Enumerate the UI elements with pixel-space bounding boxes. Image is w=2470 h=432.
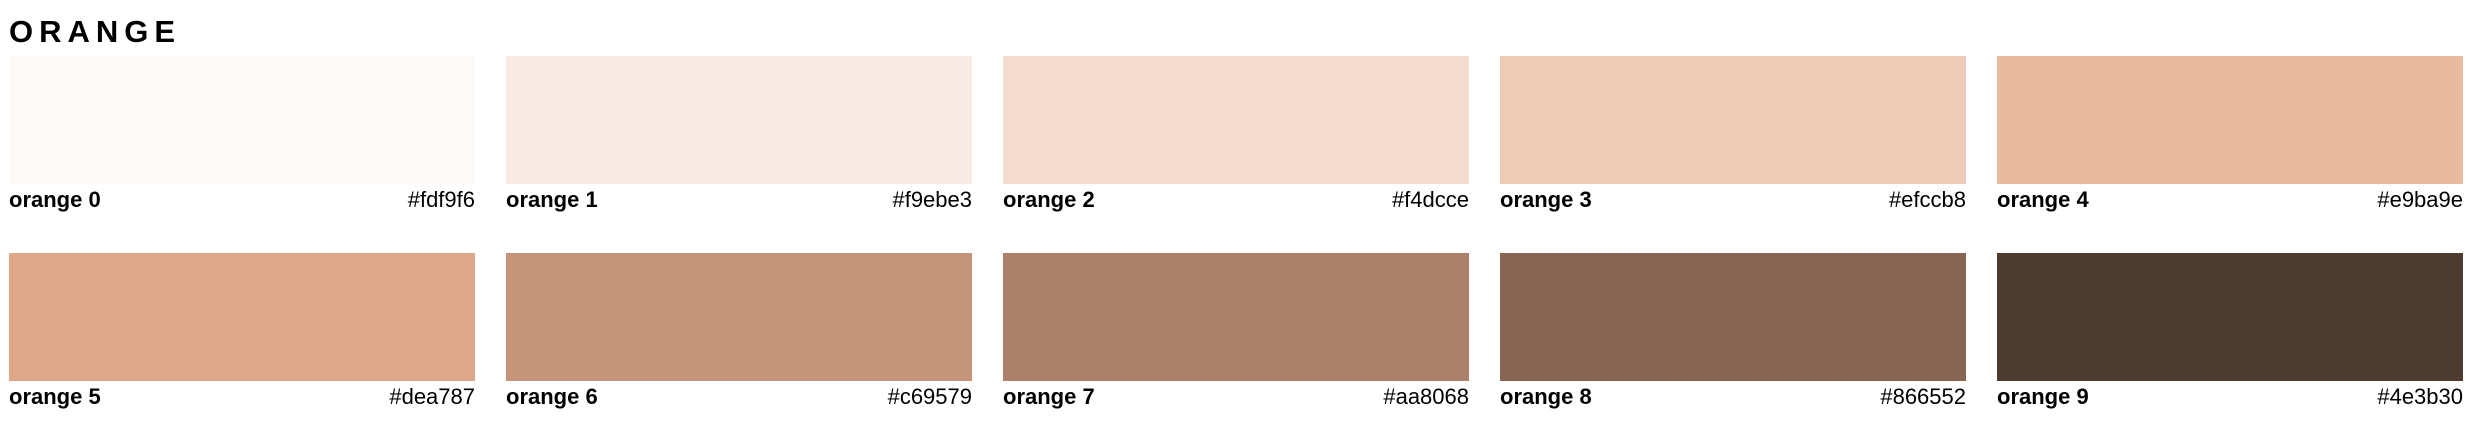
swatch-name: orange 7 bbox=[1003, 384, 1095, 409]
swatch-hex: #e9ba9e bbox=[2377, 187, 2463, 212]
swatch-meta: orange 1 #f9ebe3 bbox=[506, 184, 972, 216]
swatch-hex: #f9ebe3 bbox=[892, 187, 972, 212]
swatch-meta: orange 8 #866552 bbox=[1500, 381, 1966, 413]
swatch-meta: orange 5 #dea787 bbox=[9, 381, 475, 413]
swatch-orange-3: orange 3 #efccb8 bbox=[1500, 56, 1966, 216]
swatch-orange-1: orange 1 #f9ebe3 bbox=[506, 56, 972, 216]
swatch-hex: #efccb8 bbox=[1888, 187, 1966, 212]
color-sample bbox=[1997, 253, 2463, 381]
swatch-meta: orange 2 #f4dcce bbox=[1003, 184, 1469, 216]
swatch-orange-5: orange 5 #dea787 bbox=[9, 253, 475, 413]
color-sample bbox=[1003, 56, 1469, 184]
swatch-meta: orange 7 #aa8068 bbox=[1003, 381, 1469, 413]
palette-title: ORANGE bbox=[9, 14, 182, 49]
swatch-hex: #f4dcce bbox=[1391, 187, 1469, 212]
swatch-orange-8: orange 8 #866552 bbox=[1500, 253, 1966, 413]
swatch-orange-6: orange 6 #c69579 bbox=[506, 253, 972, 413]
swatch-orange-7: orange 7 #aa8068 bbox=[1003, 253, 1469, 413]
swatch-hex: #4e3b30 bbox=[2377, 384, 2463, 409]
color-sample bbox=[9, 253, 475, 381]
swatch-hex: #c69579 bbox=[887, 384, 972, 409]
swatch-orange-0: orange 0 #fdf9f6 bbox=[9, 56, 475, 216]
swatch-meta: orange 6 #c69579 bbox=[506, 381, 972, 413]
swatch-name: orange 8 bbox=[1500, 384, 1592, 409]
swatch-meta: orange 4 #e9ba9e bbox=[1997, 184, 2463, 216]
swatch-name: orange 9 bbox=[1997, 384, 2089, 409]
swatch-grid: orange 0 #fdf9f6 orange 1 #f9ebe3 orange… bbox=[9, 56, 2463, 413]
swatch-hex: #866552 bbox=[1880, 384, 1966, 409]
color-sample bbox=[9, 56, 475, 184]
color-sample bbox=[1500, 253, 1966, 381]
swatch-name: orange 4 bbox=[1997, 187, 2089, 212]
swatch-orange-4: orange 4 #e9ba9e bbox=[1997, 56, 2463, 216]
color-sample bbox=[506, 253, 972, 381]
swatch-hex: #aa8068 bbox=[1383, 384, 1469, 409]
swatch-hex: #fdf9f6 bbox=[407, 187, 475, 212]
swatch-name: orange 2 bbox=[1003, 187, 1095, 212]
color-sample bbox=[506, 56, 972, 184]
swatch-hex: #dea787 bbox=[389, 384, 475, 409]
color-sample bbox=[1003, 253, 1469, 381]
swatch-orange-2: orange 2 #f4dcce bbox=[1003, 56, 1469, 216]
swatch-name: orange 3 bbox=[1500, 187, 1592, 212]
swatch-name: orange 1 bbox=[506, 187, 598, 212]
swatch-name: orange 6 bbox=[506, 384, 598, 409]
swatch-meta: orange 0 #fdf9f6 bbox=[9, 184, 475, 216]
swatch-orange-9: orange 9 #4e3b30 bbox=[1997, 253, 2463, 413]
swatch-name: orange 0 bbox=[9, 187, 101, 212]
swatch-name: orange 5 bbox=[9, 384, 101, 409]
swatch-meta: orange 9 #4e3b30 bbox=[1997, 381, 2463, 413]
color-sample bbox=[1997, 56, 2463, 184]
swatch-meta: orange 3 #efccb8 bbox=[1500, 184, 1966, 216]
color-sample bbox=[1500, 56, 1966, 184]
